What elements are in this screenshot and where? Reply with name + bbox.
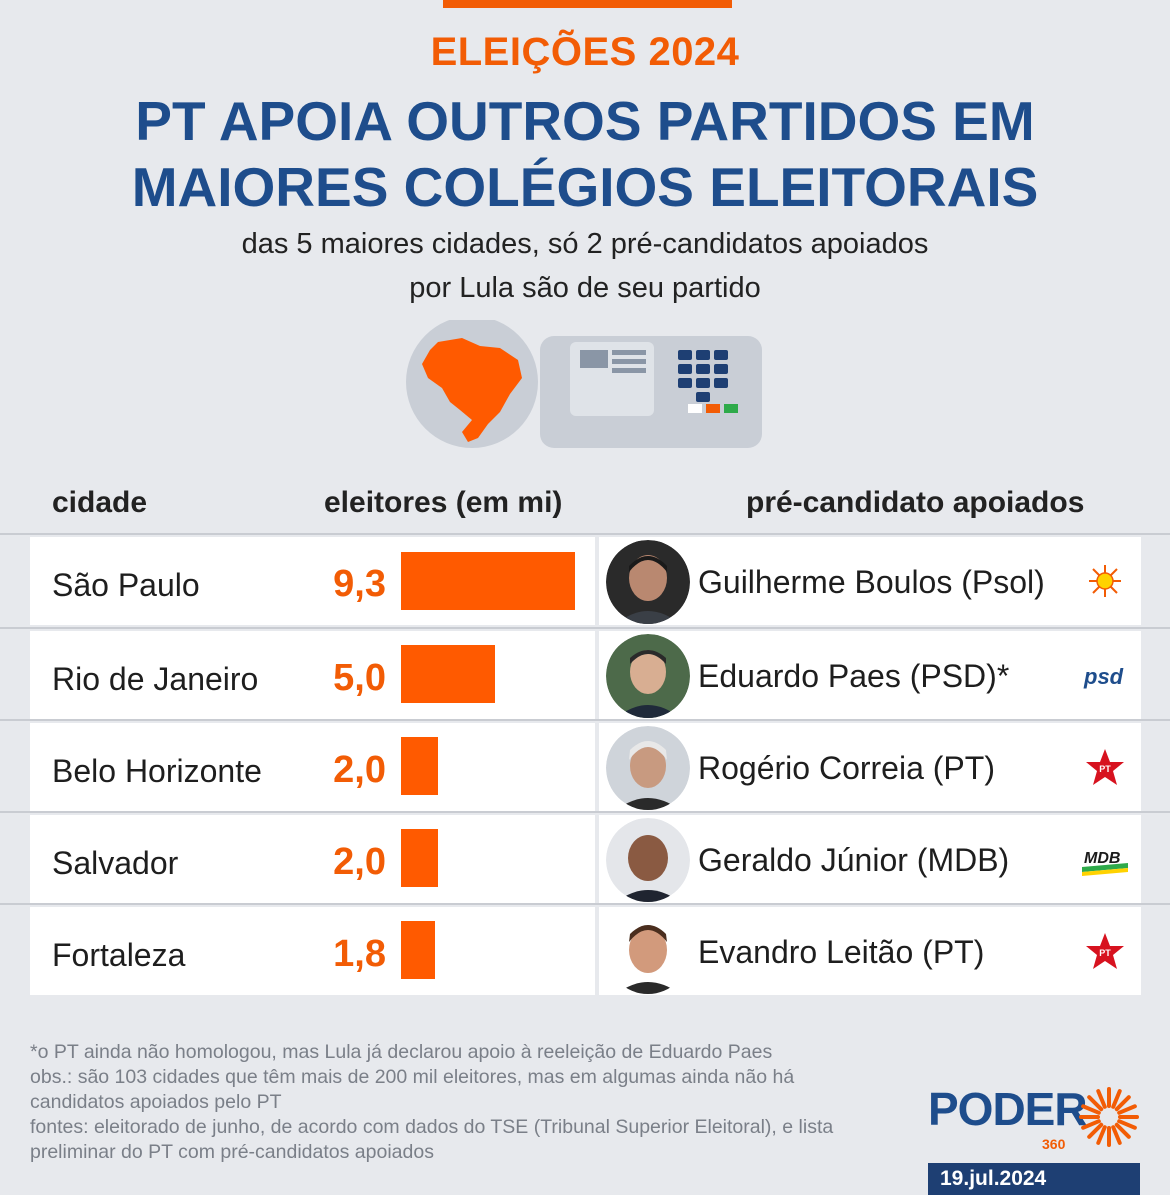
sun-ray bbox=[1096, 1125, 1107, 1145]
row-left-panel bbox=[30, 723, 595, 811]
sun-ray bbox=[1096, 1089, 1107, 1109]
bar-value-label: 9,3 bbox=[333, 563, 386, 605]
row-left-panel bbox=[30, 631, 595, 719]
subtitle-line-1: das 5 maiores cidades, só 2 pré-candidat… bbox=[241, 228, 929, 260]
candidate-name: Rogério Correia (PT) bbox=[698, 750, 995, 786]
pt-star-text: PT bbox=[1099, 948, 1111, 958]
candidate-name: Eduardo Paes (PSD)* bbox=[698, 658, 1010, 694]
bar-value-label: 5,0 bbox=[333, 657, 386, 699]
candidate-photo bbox=[606, 634, 690, 718]
bar-value-label: 2,0 bbox=[333, 749, 386, 791]
bar bbox=[401, 921, 435, 979]
subtitle: das 5 maiores cidades, só 2 pré-candidat… bbox=[0, 222, 1170, 310]
column-header-city: cidade bbox=[52, 486, 148, 519]
city-name: Salvador bbox=[52, 845, 179, 881]
row-divider bbox=[0, 903, 1170, 905]
bar-value-label: 1,8 bbox=[333, 933, 386, 975]
voting-machine-illustration bbox=[406, 320, 762, 448]
row-divider bbox=[0, 533, 1170, 535]
top-accent-bar bbox=[443, 0, 732, 8]
mdb-logo: MDB bbox=[1082, 850, 1128, 876]
column-header-voters: eleitores (em mi) bbox=[324, 486, 563, 519]
footnotes: *o PT ainda não homologou, mas Lula já d… bbox=[30, 1040, 890, 1165]
footnote-1: *o PT ainda não homologou, mas Lula já d… bbox=[30, 1041, 773, 1063]
candidate-photo bbox=[606, 726, 690, 810]
pt-star-icon: PT bbox=[1086, 749, 1124, 785]
sun-ray bbox=[1081, 1104, 1101, 1115]
table-row: Fortaleza 1,8 Evandro Leitão (PT) PT bbox=[0, 907, 1170, 995]
candidate-name: Evandro Leitão (PT) bbox=[698, 934, 985, 970]
poder360-logo: PODER 360 bbox=[928, 1080, 1143, 1160]
candidate-photo bbox=[606, 818, 690, 902]
brand-subtext: 360 bbox=[1042, 1136, 1066, 1152]
bar bbox=[401, 645, 495, 703]
row-left-panel bbox=[30, 907, 595, 995]
candidate-photo bbox=[606, 910, 690, 994]
table-row: Belo Horizonte 2,0 Rogério Correia (PT) … bbox=[0, 723, 1170, 811]
bar bbox=[401, 552, 575, 610]
pt-star-text: PT bbox=[1099, 764, 1111, 774]
sun-ray bbox=[1087, 1122, 1104, 1139]
kicker: ELEIÇÕES 2024 bbox=[430, 30, 740, 74]
row-left-panel bbox=[30, 815, 595, 903]
page-title: PT APOIA OUTROS PARTIDOS EM MAIORES COLÉ… bbox=[0, 88, 1170, 220]
sun-burst-icon bbox=[1079, 1087, 1139, 1147]
bar bbox=[401, 829, 439, 887]
sun-ray bbox=[1111, 1125, 1122, 1145]
sun-ray bbox=[1087, 1095, 1104, 1112]
title-line-2: MAIORES COLÉGIOS ELEITORAIS bbox=[131, 156, 1039, 218]
table-row: São Paulo 9,3 Guilherme Boulos (Psol) bbox=[0, 537, 1170, 625]
sun-ray bbox=[1081, 1119, 1101, 1130]
row-divider bbox=[0, 719, 1170, 721]
sun-ray bbox=[1117, 1104, 1137, 1115]
pt-star-icon: PT bbox=[1086, 933, 1124, 969]
column-header-candidate: pré-candidato apoiados bbox=[746, 486, 1085, 519]
bar bbox=[401, 737, 439, 795]
sun-ray bbox=[1117, 1119, 1137, 1130]
sun-ray bbox=[1114, 1122, 1131, 1139]
candidate-name: Geraldo Júnior (MDB) bbox=[698, 842, 1010, 878]
table-row: Salvador 2,0 Geraldo Júnior (MDB) MDB bbox=[0, 815, 1170, 903]
city-name: Belo Horizonte bbox=[52, 753, 262, 789]
table-row: Rio de Janeiro 5,0 Eduardo Paes (PSD)* p… bbox=[0, 631, 1170, 719]
sun-ray bbox=[1111, 1089, 1122, 1109]
row-divider bbox=[0, 811, 1170, 813]
keypad-icon bbox=[678, 350, 728, 402]
candidate-name: Guilherme Boulos (Psol) bbox=[698, 564, 1045, 600]
mdb-logo-text: MDB bbox=[1084, 850, 1120, 867]
psol-sun-icon bbox=[1089, 565, 1121, 597]
footnote-3: fontes: eleitorado de junho, de acordo c… bbox=[30, 1116, 834, 1163]
psd-logo-text: psd bbox=[1083, 664, 1124, 689]
row-divider bbox=[0, 627, 1170, 629]
title-line-1: PT APOIA OUTROS PARTIDOS EM bbox=[135, 90, 1035, 152]
brand-wordmark: PODER bbox=[928, 1083, 1088, 1135]
publication-date: 19.jul.2024 bbox=[928, 1163, 1140, 1195]
bar-value-label: 2,0 bbox=[333, 841, 386, 883]
sun-ray bbox=[1114, 1095, 1131, 1112]
brazil-map-icon bbox=[422, 338, 522, 442]
psd-logo: psd bbox=[1083, 664, 1124, 689]
candidate-photo bbox=[606, 540, 690, 624]
city-name: Fortaleza bbox=[52, 937, 186, 973]
footnote-2: obs.: são 103 cidades que têm mais de 20… bbox=[30, 1066, 795, 1113]
subtitle-line-2: por Lula são de seu partido bbox=[409, 272, 761, 304]
city-name: Rio de Janeiro bbox=[52, 661, 259, 697]
city-name: São Paulo bbox=[52, 567, 200, 603]
